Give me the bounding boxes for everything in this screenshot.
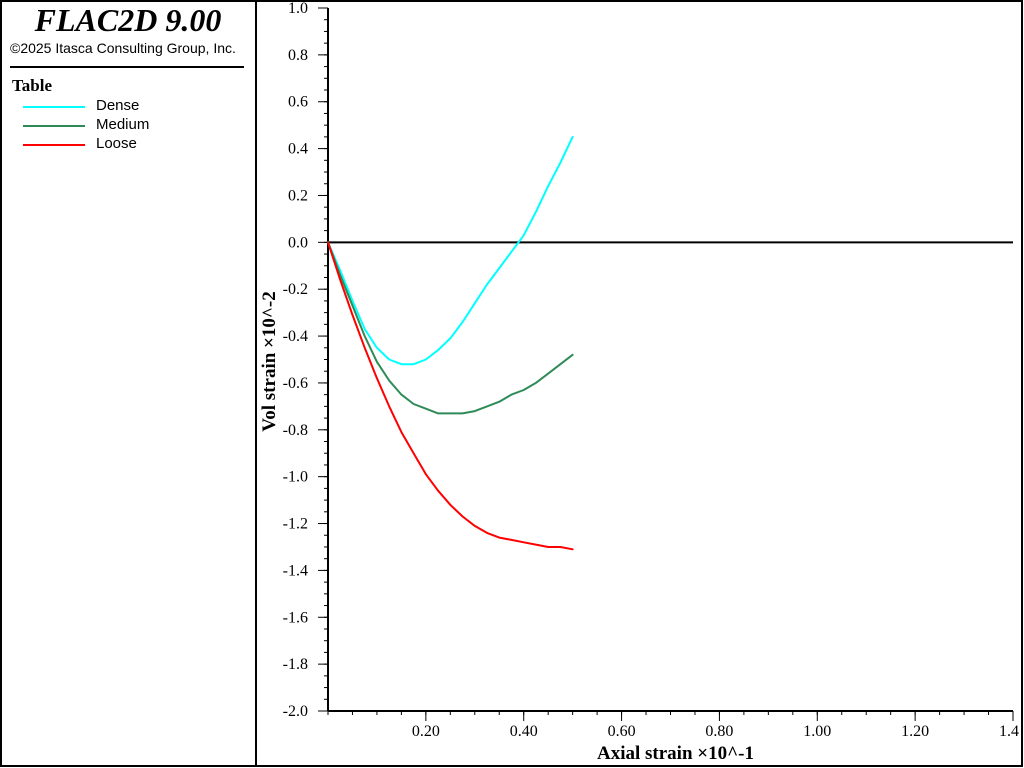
series-line-dense bbox=[327, 135, 574, 366]
x-tick-label: 0.60 bbox=[608, 723, 636, 740]
y-tick-label: -1.6 bbox=[283, 609, 308, 626]
y-tick-label: 0.2 bbox=[288, 187, 308, 204]
app-title: FLAC2D 9.00 bbox=[34, 2, 222, 38]
legend-label-dense: Dense bbox=[96, 97, 140, 114]
y-tick-label: -1.0 bbox=[283, 469, 308, 486]
x-axis: 0.20 0.40 0.60 0.80 1.00 1.20 1.4 bbox=[327, 710, 1019, 740]
y-axis: 1.0 0.8 0.6 0.4 0.2 0.0 -0.2 -0.4 -0.6 -0.8 -1.0 -1… bbox=[283, 0, 329, 720]
series-line-loose bbox=[327, 241, 574, 551]
legend-panel: FLAC2D 9.00 ©2025 Itasca Consulting Grou… bbox=[0, 0, 256, 768]
y-tick-label: -0.4 bbox=[283, 328, 308, 345]
y-tick-label: 0.6 bbox=[288, 94, 308, 111]
y-tick-label: -1.2 bbox=[283, 516, 308, 533]
title-divider bbox=[10, 66, 244, 68]
y-tick-label: -0.8 bbox=[283, 422, 308, 439]
legend-heading: Table bbox=[12, 76, 53, 95]
x-tick-label: 1.20 bbox=[901, 723, 929, 740]
y-tick-label: 0.4 bbox=[288, 141, 308, 158]
legend-item-loose[interactable]: Loose bbox=[23, 135, 243, 154]
legend-swatch-loose bbox=[23, 144, 85, 146]
y-tick-label: -0.6 bbox=[283, 375, 308, 392]
copyright-notice: ©2025 Itasca Consulting Group, Inc. bbox=[10, 40, 236, 56]
legend-swatch-dense bbox=[23, 106, 85, 108]
x-tick-label: 0.40 bbox=[510, 723, 538, 740]
x-tick-label: 0.80 bbox=[705, 723, 733, 740]
x-tick-label: 0.20 bbox=[412, 723, 440, 740]
y-tick-label: 1.0 bbox=[288, 0, 308, 17]
y-tick-label: 0.8 bbox=[288, 47, 308, 64]
x-tick-label: 1.00 bbox=[803, 723, 831, 740]
legend-item-medium[interactable]: Medium bbox=[23, 116, 243, 135]
legend-label-loose: Loose bbox=[96, 135, 137, 152]
y-tick-label: -1.8 bbox=[283, 656, 308, 673]
y-axis-title: Vol strain ×10^-2 bbox=[259, 291, 280, 431]
legend-swatch-medium bbox=[23, 125, 85, 127]
y-tick-label: -0.2 bbox=[283, 281, 308, 298]
y-tick-label: -2.0 bbox=[283, 703, 308, 720]
series-lines bbox=[327, 135, 574, 551]
legend-item-dense[interactable]: Dense bbox=[23, 97, 243, 116]
x-axis-title: Axial strain ×10^-1 bbox=[597, 743, 754, 764]
series-line-medium bbox=[327, 241, 574, 415]
y-tick-label: -1.4 bbox=[283, 562, 308, 579]
x-tick-label: 1.4 bbox=[999, 723, 1019, 740]
y-tick-label: 0.0 bbox=[288, 234, 308, 251]
legend-label-medium: Medium bbox=[96, 116, 150, 133]
